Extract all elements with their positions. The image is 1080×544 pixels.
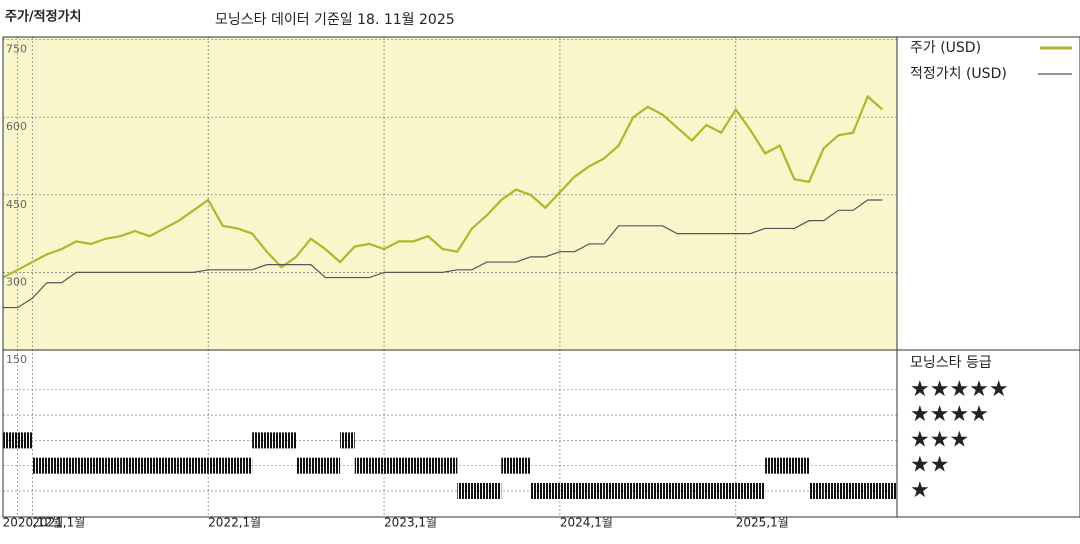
y-tick-label: 750 (6, 43, 27, 56)
rating-bar (662, 483, 678, 499)
rating-bar (442, 457, 458, 474)
rating-bar (222, 457, 238, 474)
rating-bar (61, 457, 77, 474)
rating-bar (17, 432, 33, 449)
rating-bar (3, 432, 18, 449)
rating-bar (853, 483, 868, 499)
rating-bar (32, 457, 47, 474)
rating-bar (765, 457, 780, 474)
rating-bar (530, 483, 546, 499)
rating-bar (647, 483, 663, 499)
legend-label: 적정가치 (USD) (910, 66, 1007, 82)
rating-bar (867, 483, 883, 499)
x-tick-label: 2025,1월 (736, 516, 789, 530)
rating-bar (545, 483, 560, 499)
rating-bar (413, 457, 429, 474)
rating-bar (706, 483, 722, 499)
rating-level-label: ★★★ (910, 427, 969, 452)
y-tick-label: 600 (6, 120, 27, 133)
rating-bar (178, 457, 194, 474)
rating-bar (354, 457, 370, 474)
rating-bar (105, 457, 121, 474)
rating-bar (823, 483, 839, 499)
rating-bar (735, 483, 751, 499)
rating-bar (398, 457, 414, 474)
rating-bar (310, 457, 326, 474)
rating-bar (296, 457, 311, 474)
rating-bar (428, 457, 443, 474)
rating-bar (384, 457, 399, 474)
rating-level-label: ★★★★★ (910, 377, 1009, 402)
rating-bar (486, 483, 502, 499)
chart-title: 주가/적정가치 (5, 9, 82, 25)
rating-bar (515, 457, 531, 474)
x-tick-label: 2022,1월 (208, 516, 261, 530)
rating-bar (574, 483, 590, 499)
rating-bar (164, 457, 179, 474)
series-line (3, 199, 883, 309)
series-line (2, 94, 884, 279)
y-tick-label: 150 (6, 353, 27, 366)
rating-bar (603, 483, 619, 499)
rating-bar (193, 457, 209, 474)
rating-bar (501, 457, 516, 474)
rating-bar (46, 457, 62, 474)
rating-bar (208, 457, 223, 474)
rating-level-label: ★★★★ (910, 402, 989, 427)
y-tick-label: 300 (6, 275, 27, 288)
chart-subtitle: 모닝스타 데이터 기준일 18. 11월 2025 (215, 12, 455, 28)
rating-bar (721, 483, 736, 499)
plot-background (3, 37, 897, 350)
rating-bar (340, 432, 355, 449)
rating-level-label: ★★ (910, 453, 949, 478)
rating-bar (838, 483, 854, 499)
rating-bar (457, 483, 472, 499)
x-tick-label: 2023,1월 (384, 516, 437, 530)
rating-bar (750, 483, 766, 499)
rating-bar (779, 457, 795, 474)
rating-bar (76, 457, 91, 474)
rating-bar (471, 483, 487, 499)
rating-bar (882, 483, 897, 499)
rating-bar (691, 483, 707, 499)
legend-label: 주가 (USD) (910, 40, 981, 56)
y-tick-label: 450 (6, 198, 27, 211)
rating-bar (120, 457, 135, 474)
rating-bar (618, 483, 634, 499)
rating-bar (149, 457, 165, 474)
rating-title: 모닝스타 등급 (910, 355, 992, 371)
rating-bar (325, 457, 341, 474)
rating-bar (559, 483, 575, 499)
rating-bar (134, 457, 150, 474)
rating-bar (252, 432, 267, 449)
rating-level-label: ★ (910, 478, 930, 503)
rating-bar (677, 483, 692, 499)
rating-bar (589, 483, 604, 499)
rating-bar (633, 483, 648, 499)
rating-bar (809, 483, 824, 499)
x-tick-label: 2020,12월 (3, 516, 64, 530)
rating-bar (90, 457, 106, 474)
x-tick-label: 2024,1월 (560, 516, 613, 530)
rating-bar (266, 432, 282, 449)
rating-bar (369, 457, 385, 474)
rating-bar (281, 432, 297, 449)
rating-bar (794, 457, 810, 474)
x-tick-label: 2021,1월 (32, 516, 85, 530)
rating-bar (237, 457, 253, 474)
frame (2, 36, 1080, 518)
